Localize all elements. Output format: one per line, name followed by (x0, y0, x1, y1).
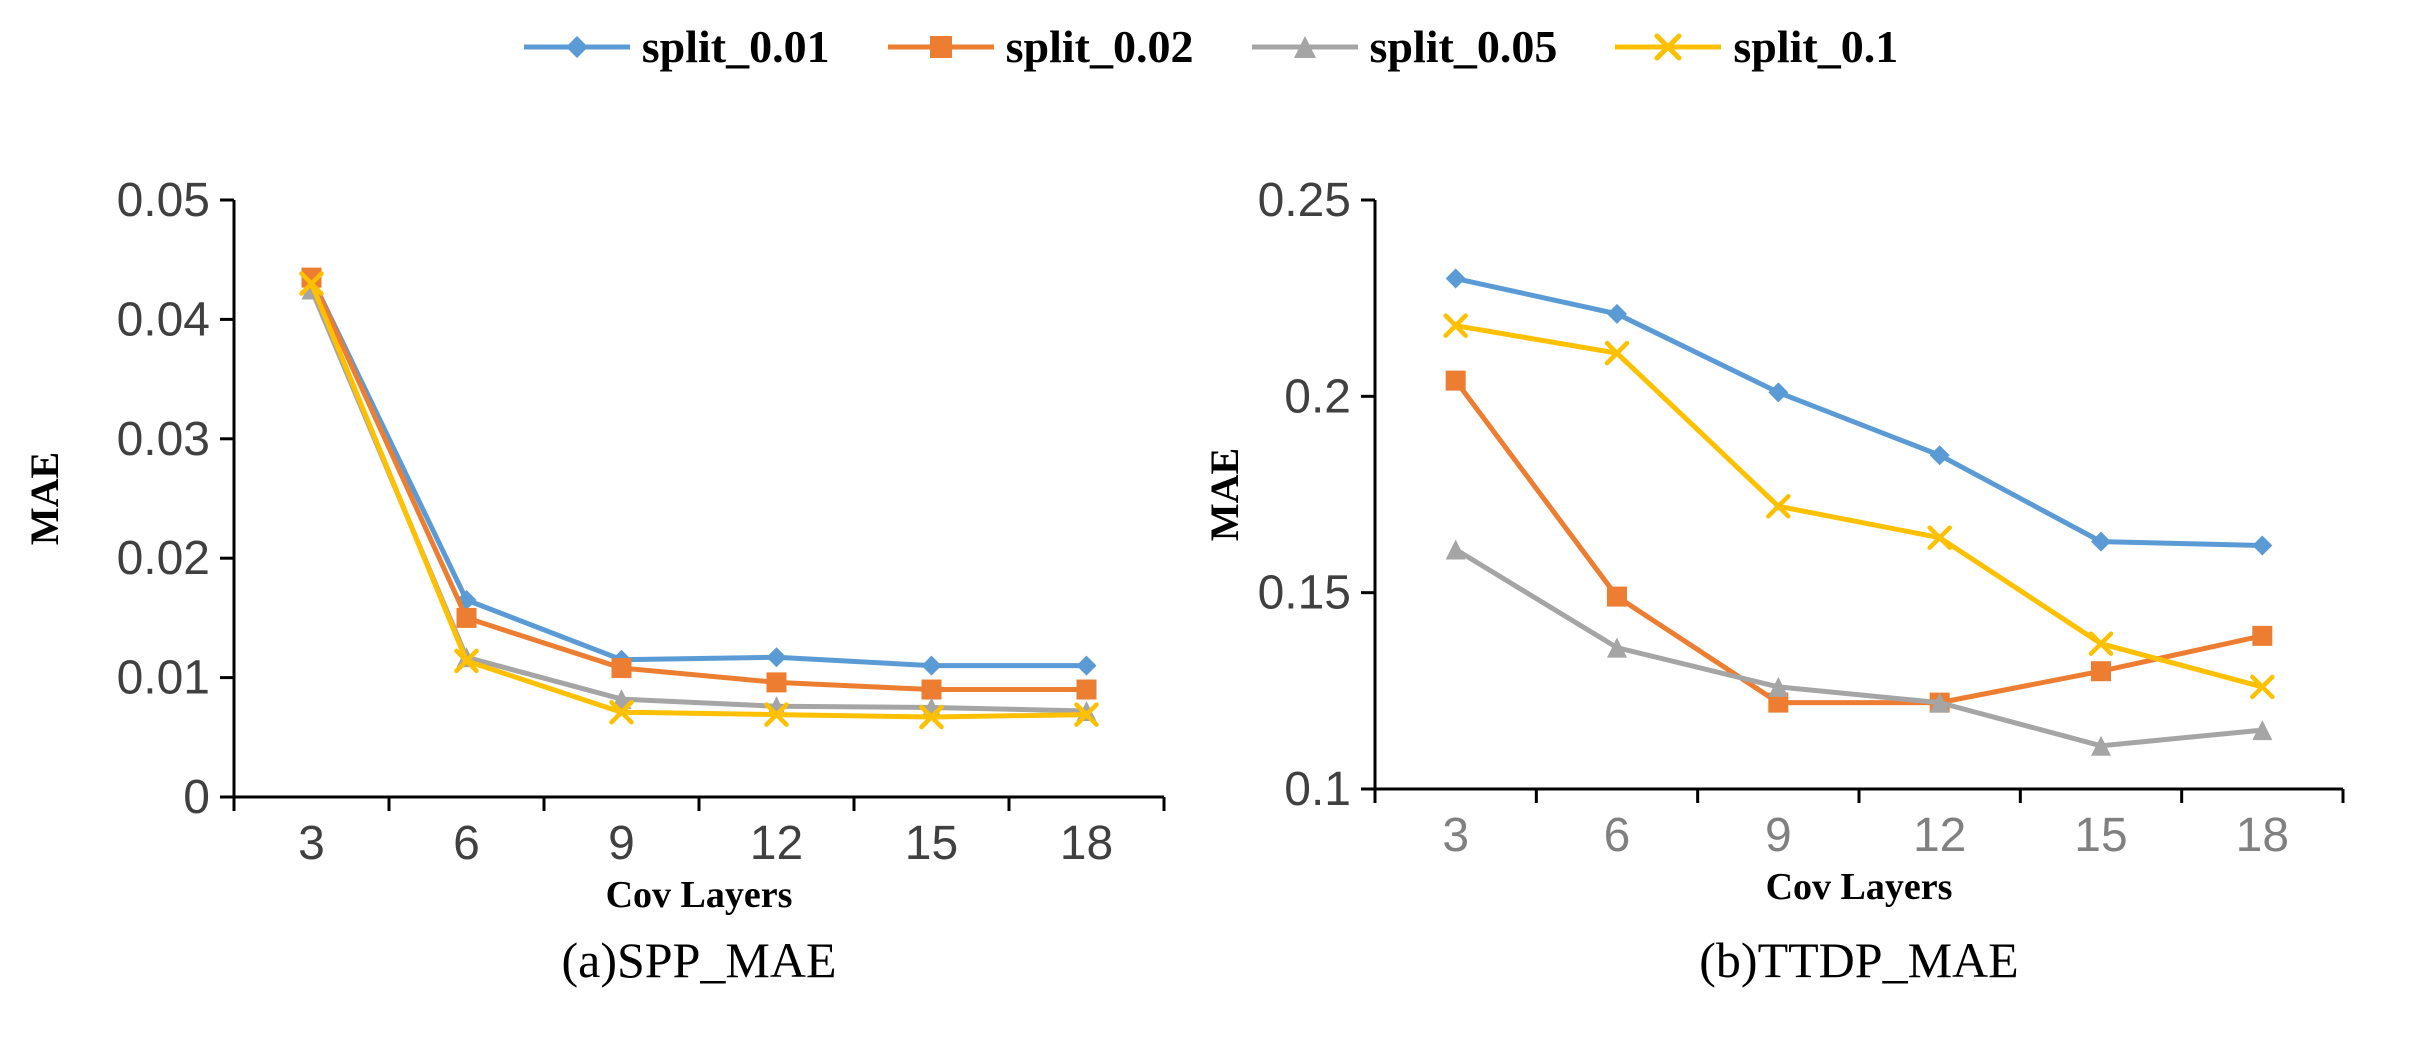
x-marker (2088, 631, 2114, 656)
square-marker (1445, 370, 1466, 391)
triangle-marker (1768, 676, 1789, 697)
chart-caption: (b)TTDP_MAE (1699, 932, 2019, 988)
series-line-split_0.05 (1453, 546, 2265, 749)
x-marker (2250, 674, 2275, 700)
x-marker (764, 702, 789, 727)
y-tick-label: 0.02 (117, 532, 210, 585)
legend-label: split_0.1 (1733, 21, 1899, 72)
x-marker (609, 699, 634, 725)
triangle-marker (1293, 35, 1316, 58)
diamond-legend-marker (523, 35, 630, 58)
y-tick-label: 0.05 (117, 174, 210, 227)
diamond-marker (1929, 445, 1950, 466)
legend-item: split_0.01 (522, 20, 830, 73)
legend-label: split_0.02 (1005, 21, 1194, 72)
legend-item: split_0.05 (1250, 20, 1558, 73)
series-line-split_0.05 (309, 287, 1089, 714)
x-tick-label: 6 (453, 817, 480, 870)
x-marker (454, 648, 479, 674)
triangle-marker (1445, 539, 1466, 560)
y-axis-title: MAE (1210, 448, 1247, 541)
y-tick-label: 0.15 (1258, 567, 1351, 620)
y-tick-label: 0.2 (1284, 370, 1351, 423)
series-line-split_0.01 (309, 275, 1089, 669)
y-tick-label: 0.01 (117, 652, 210, 705)
series-line-split_0.1 (309, 281, 1089, 720)
square-marker (456, 607, 477, 628)
y-tick-label: 0.1 (1284, 763, 1351, 816)
square-marker (301, 267, 322, 288)
diamond-marker (766, 647, 787, 668)
diamond-marker (1768, 382, 1789, 403)
chart-svg: 0.1 0.15 0.2 0.25 3 6 9 12 15 18 Cov Layers MAE (1210, 174, 2345, 908)
triangle-legend-marker (1251, 35, 1358, 58)
square-marker (766, 672, 787, 693)
legend: split_0.01 split_0.02 split_0.05 split_0.1 (0, 20, 2420, 73)
x-axis-title: Cov Layers (1766, 866, 1953, 908)
x-tick-label: 18 (1060, 817, 1113, 870)
x-tick-label: 15 (905, 817, 958, 870)
chart-svg: 0 0.01 0.02 0.03 0.04 0.05 3 6 9 12 15 18 Cov Layers… (22, 174, 1166, 916)
diamond-marker (1076, 655, 1097, 676)
series-line-split_0.02 (309, 275, 1089, 693)
legend-label: split_0.05 (1369, 21, 1558, 72)
square-legend-marker (887, 35, 994, 58)
diamond-marker (1445, 268, 1466, 289)
square-marker (1076, 679, 1097, 700)
y-axis-title: MAE (22, 452, 67, 545)
x-tick-label: 3 (1442, 809, 1469, 862)
legend-label: split_0.01 (641, 21, 830, 72)
square-marker (921, 679, 942, 700)
x-tick-label: 18 (2236, 809, 2289, 862)
square-marker (929, 35, 952, 58)
legend-item: split_0.02 (886, 20, 1194, 73)
series-line-split_0.02 (1453, 378, 2265, 706)
legend-item: split_0.1 (1613, 20, 1898, 73)
square-marker (2091, 661, 2111, 682)
x-tick-label: 6 (1604, 809, 1631, 862)
square-marker (2252, 625, 2273, 646)
x-marker (1074, 702, 1099, 727)
square-marker (1607, 586, 1627, 607)
triangle-marker (2252, 720, 2273, 741)
x-tick-label: 9 (1765, 809, 1792, 862)
x-tick-label: 3 (298, 817, 325, 870)
diamond-marker (2091, 531, 2111, 552)
chart-spp-mae: 0 0.01 0.02 0.03 0.04 0.05 3 6 9 12 15 18 Cov Layers… (0, 105, 1210, 1060)
y-tick-label: 0.03 (117, 413, 210, 466)
square-marker (1768, 692, 1789, 713)
y-tick-label: 0.25 (1258, 174, 1351, 227)
x-tick-label: 15 (2074, 809, 2127, 862)
square-marker (611, 658, 632, 679)
diamond-marker (1607, 303, 1627, 324)
series-line-split_0.1 (1453, 323, 2265, 690)
x-marker (1766, 494, 1791, 519)
triangle-marker (1929, 692, 1950, 713)
chart-caption: (a)SPP_MAE (561, 932, 837, 988)
chart-ttdp-mae: 0.1 0.15 0.2 0.25 3 6 9 12 15 18 Cov Layers MAE (b)… (1210, 105, 2420, 1060)
diamond-marker (565, 35, 588, 58)
x-tick-label: 9 (608, 817, 635, 870)
x-marker (1443, 313, 1468, 338)
x-marker (1604, 340, 1630, 366)
diamond-marker (921, 655, 942, 676)
x-tick-label: 12 (750, 817, 803, 870)
x-marker (1654, 33, 1682, 60)
y-tick-label: 0 (183, 771, 210, 824)
diamond-marker (2252, 535, 2273, 556)
x-marker (919, 704, 944, 730)
x-tick-label: 12 (1913, 809, 1966, 862)
y-tick-label: 0.04 (117, 293, 210, 346)
x-marker (1927, 525, 1952, 550)
x-marker (299, 271, 324, 296)
triangle-marker (2091, 735, 2111, 756)
series-line-split_0.01 (1453, 276, 2265, 549)
x-axis-title: Cov Layers (606, 874, 793, 916)
triangle-marker (1607, 637, 1627, 658)
x-legend-marker (1615, 33, 1722, 60)
